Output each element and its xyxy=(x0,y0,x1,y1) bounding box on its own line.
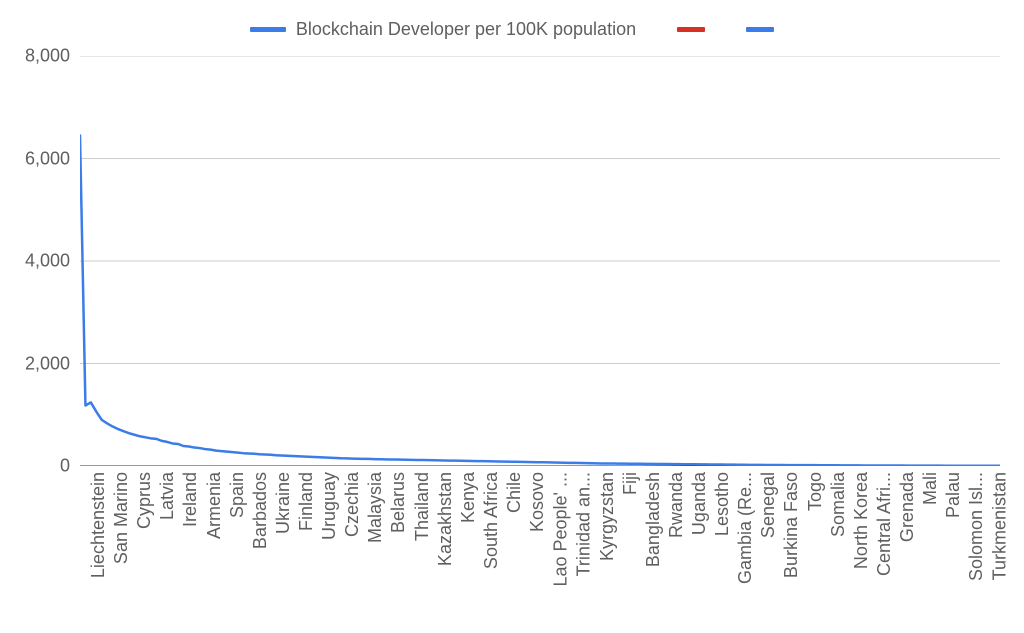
legend-swatch-0 xyxy=(250,27,286,32)
x-tick-label: San Marino xyxy=(111,472,132,564)
chart-container: Blockchain Developer per 100K population… xyxy=(0,0,1024,633)
x-tick-label: Uruguay xyxy=(319,472,340,540)
x-tick-label: Spain xyxy=(227,472,248,518)
x-tick-label: Czechia xyxy=(342,472,363,537)
legend-swatch-1 xyxy=(677,27,705,32)
x-tick-label: Malaysia xyxy=(365,472,386,543)
x-tick-label: Turkmenistan xyxy=(990,472,1011,580)
legend-label-0: Blockchain Developer per 100K population xyxy=(296,19,636,40)
series-line-0 xyxy=(80,135,1000,465)
x-tick-label: Uganda xyxy=(689,472,710,535)
x-tick-label: Thailand xyxy=(412,472,433,541)
x-tick-label: Rwanda xyxy=(666,472,687,538)
y-tick-label: 8,000 xyxy=(0,46,70,67)
x-tick-label: Senegal xyxy=(758,472,779,538)
y-tick-label: 6,000 xyxy=(0,148,70,169)
x-tick-label: Solomon Isl... xyxy=(966,472,987,581)
x-tick-label: Chile xyxy=(504,472,525,513)
y-tick-label: 2,000 xyxy=(0,353,70,374)
legend-swatch-2 xyxy=(746,27,774,32)
plot-area xyxy=(80,56,1000,466)
x-tick-label: Kosovo xyxy=(527,472,548,532)
x-tick-label: Palau xyxy=(943,472,964,518)
x-tick-label: Central Afri... xyxy=(874,472,895,576)
x-tick-label: North Korea xyxy=(851,472,872,569)
x-tick-label: Togo xyxy=(805,472,826,511)
x-tick-label: Cyprus xyxy=(134,472,155,529)
x-tick-label: Fiji xyxy=(620,472,641,495)
legend-item-0: Blockchain Developer per 100K population xyxy=(250,19,636,40)
x-tick-label: Latvia xyxy=(157,472,178,520)
x-tick-label: Liechtenstein xyxy=(88,472,109,578)
y-tick-label: 0 xyxy=(0,456,70,477)
gridlines xyxy=(80,56,1000,466)
x-axis-labels: LiechtensteinSan MarinoCyprusLatviaIrela… xyxy=(80,472,1000,633)
x-tick-label: South Africa xyxy=(481,472,502,569)
y-tick-label: 4,000 xyxy=(0,251,70,272)
x-tick-label: Burkina Faso xyxy=(781,472,802,578)
x-tick-label: Finland xyxy=(296,472,317,531)
x-tick-label: Mali xyxy=(920,472,941,505)
x-tick-label: Kazakhstan xyxy=(435,472,456,566)
legend-item-2 xyxy=(746,27,774,32)
x-tick-label: Barbados xyxy=(250,472,271,549)
x-tick-label: Trinidad an... xyxy=(573,472,594,576)
x-tick-label: Gambia (Re... xyxy=(735,472,756,584)
x-tick-label: Grenada xyxy=(897,472,918,542)
x-tick-label: Ukraine xyxy=(273,472,294,534)
x-tick-label: Bangladesh xyxy=(643,472,664,567)
x-tick-label: Belarus xyxy=(389,472,410,533)
x-tick-label: Lesotho xyxy=(712,472,733,536)
x-tick-label: Armenia xyxy=(204,472,225,539)
legend: Blockchain Developer per 100K population xyxy=(0,18,1024,40)
x-tick-label: Ireland xyxy=(180,472,201,527)
x-tick-label: Lao People' ... xyxy=(550,472,571,587)
x-tick-label: Somalia xyxy=(828,472,849,537)
x-tick-label: Kyrgyzstan xyxy=(597,472,618,561)
legend-item-1 xyxy=(677,27,705,32)
x-tick-label: Kenya xyxy=(458,472,479,523)
